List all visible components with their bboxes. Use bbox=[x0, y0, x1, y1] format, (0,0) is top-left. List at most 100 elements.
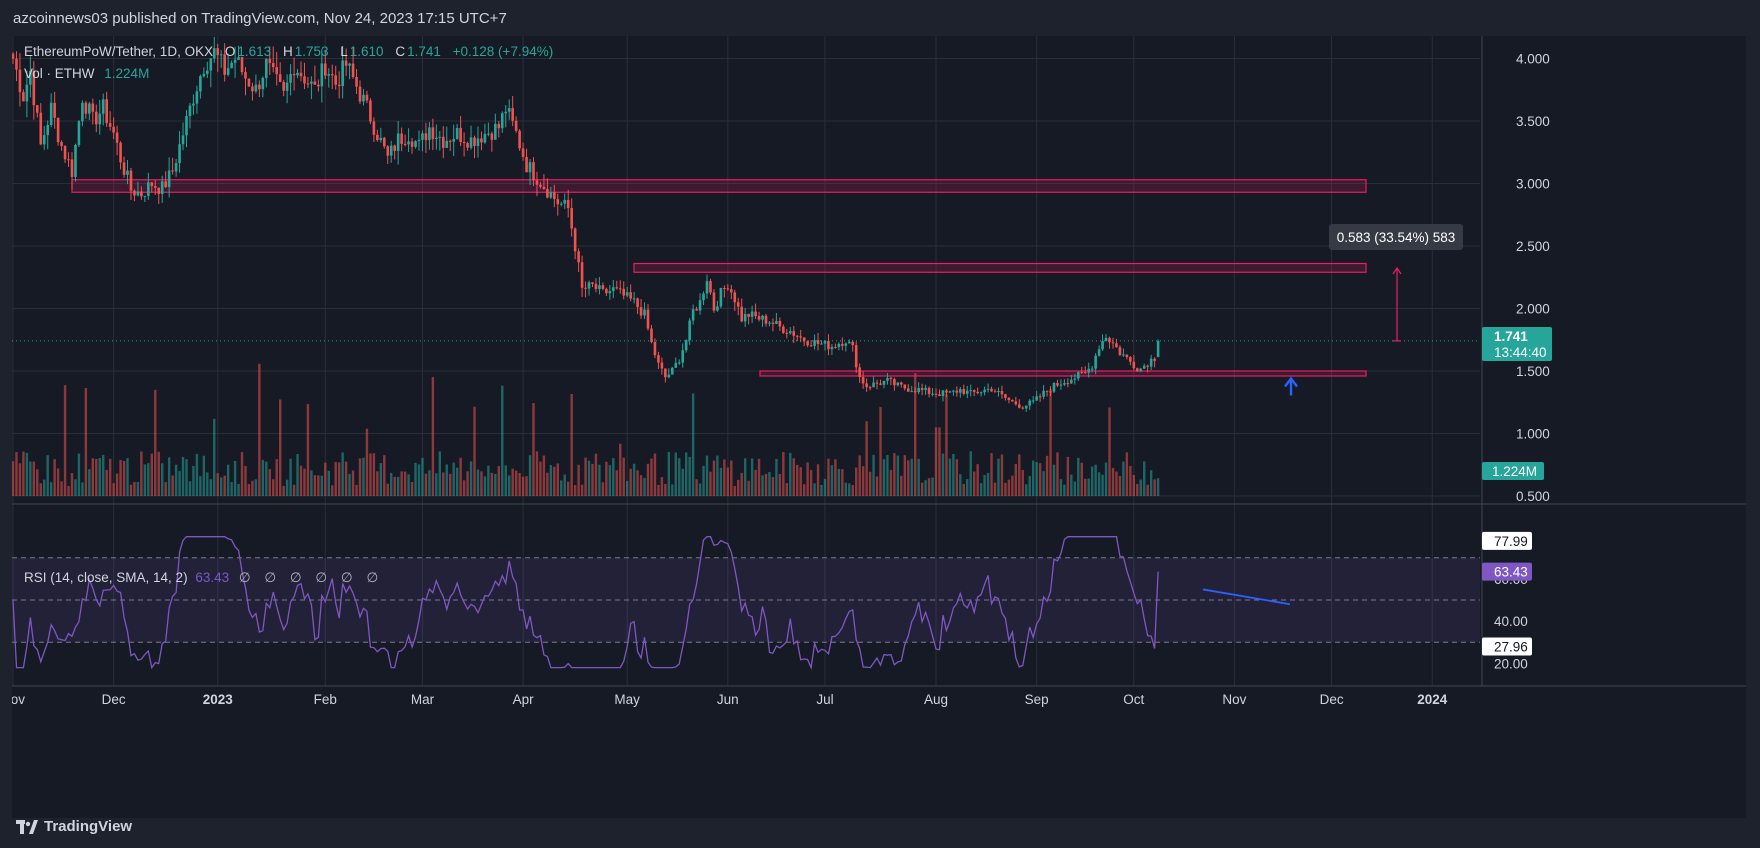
candle-body bbox=[847, 341, 851, 344]
candle-body bbox=[778, 320, 782, 327]
candle-body bbox=[122, 162, 126, 175]
close-value: 1.741 bbox=[407, 44, 441, 59]
candle-body bbox=[258, 84, 261, 90]
volume-bar bbox=[764, 473, 768, 496]
volume-bar bbox=[601, 482, 605, 496]
candle-body bbox=[29, 70, 32, 85]
candle-body bbox=[251, 86, 254, 92]
price-tick-label: 3.000 bbox=[1516, 177, 1550, 192]
candle-body bbox=[608, 291, 612, 294]
candle-body bbox=[178, 144, 181, 164]
candle-body bbox=[910, 391, 914, 393]
volume-bar bbox=[1108, 407, 1111, 496]
candle-body bbox=[337, 84, 341, 87]
candle-body bbox=[577, 251, 580, 263]
volume-bar bbox=[112, 483, 115, 496]
volume-bar bbox=[1156, 478, 1160, 496]
volume-bar bbox=[63, 385, 67, 496]
candle-body bbox=[136, 191, 140, 196]
candle-body bbox=[723, 288, 726, 290]
volume-bar bbox=[750, 458, 754, 496]
volume-bar bbox=[25, 452, 29, 496]
candle-body bbox=[393, 145, 396, 151]
volume-bar bbox=[136, 481, 140, 496]
time-tick-label: Jun bbox=[717, 692, 739, 707]
volume-bar bbox=[296, 454, 299, 496]
candle-body bbox=[598, 285, 601, 290]
candle-body bbox=[1149, 358, 1153, 367]
volume-bar bbox=[927, 478, 931, 496]
volume-bar bbox=[664, 483, 667, 496]
volume-bar bbox=[292, 484, 296, 496]
volume-bar bbox=[206, 472, 209, 496]
volume-bar bbox=[979, 483, 983, 496]
candle-body bbox=[1118, 347, 1122, 355]
time-tick-label: Nov bbox=[12, 692, 25, 707]
volume-bar bbox=[789, 452, 792, 496]
volume-bar bbox=[202, 455, 206, 496]
candle-body bbox=[1018, 404, 1021, 408]
volume-bar bbox=[851, 484, 854, 496]
volume-bar bbox=[605, 461, 608, 496]
candle-body bbox=[459, 127, 462, 143]
volume-bar bbox=[910, 458, 913, 496]
volume-bar bbox=[813, 483, 816, 496]
candle-body bbox=[261, 77, 265, 90]
candle-body bbox=[480, 138, 483, 143]
volume-bar bbox=[161, 463, 164, 496]
volume-bar bbox=[799, 467, 802, 496]
candle-body bbox=[167, 170, 171, 188]
volume-bar bbox=[1087, 478, 1090, 496]
volume-bar bbox=[587, 460, 591, 496]
volume-bar bbox=[809, 470, 813, 496]
volume-bar bbox=[671, 484, 674, 496]
volume-bar bbox=[539, 461, 542, 496]
volume-bar bbox=[39, 483, 42, 496]
candle-body bbox=[396, 133, 400, 151]
volume-bar bbox=[355, 484, 358, 496]
candle-body bbox=[532, 162, 535, 181]
chart-area[interactable]: 4.000 3.500 3.000 2.500 2.000 1.500 1.000 0.500… bbox=[12, 36, 1746, 818]
volume-bar bbox=[258, 363, 261, 496]
candle-body bbox=[157, 187, 161, 194]
candle-body bbox=[74, 144, 77, 177]
volume-bar bbox=[667, 451, 671, 496]
candle-body bbox=[164, 181, 167, 188]
volume-bar bbox=[900, 475, 903, 496]
candle-body bbox=[199, 76, 202, 92]
candle-body bbox=[101, 99, 105, 114]
volume-bar bbox=[476, 469, 480, 496]
volume-bar bbox=[941, 453, 945, 496]
volume-bar bbox=[622, 457, 625, 496]
candle-body bbox=[289, 74, 292, 83]
volume-bar bbox=[514, 470, 518, 496]
volume-bar bbox=[560, 480, 563, 496]
high-label: H bbox=[282, 44, 293, 59]
volume-bar bbox=[122, 460, 126, 496]
volume-bar bbox=[511, 468, 514, 496]
candle-body bbox=[965, 390, 969, 394]
candle-body bbox=[1115, 343, 1118, 348]
volume-bar bbox=[570, 393, 573, 496]
volume-bar bbox=[757, 458, 761, 496]
price-tick-label: 3.500 bbox=[1516, 114, 1550, 129]
volume-bar bbox=[226, 464, 230, 496]
volume-bar bbox=[1132, 474, 1136, 496]
volume-bar bbox=[150, 453, 153, 496]
volume-bar bbox=[834, 459, 837, 496]
candle-body bbox=[834, 346, 837, 348]
candle-body bbox=[580, 262, 584, 288]
volume-bar bbox=[962, 483, 965, 496]
candle-body bbox=[334, 75, 338, 85]
candle-body bbox=[1111, 342, 1115, 344]
volume-bar bbox=[636, 470, 639, 496]
volume-bar bbox=[1136, 483, 1139, 496]
price-badge-price: 1.741 bbox=[1494, 329, 1528, 344]
rsi-extra: ∅ ∅ ∅ ∅ ∅ ∅ bbox=[238, 570, 384, 585]
volume-bar bbox=[743, 458, 747, 496]
candle-body bbox=[147, 182, 150, 196]
tradingview-brand[interactable]: TradingView bbox=[16, 818, 132, 835]
time-tick-label: Aug bbox=[924, 692, 948, 707]
candle-body bbox=[327, 74, 331, 76]
candle-body bbox=[12, 53, 15, 59]
